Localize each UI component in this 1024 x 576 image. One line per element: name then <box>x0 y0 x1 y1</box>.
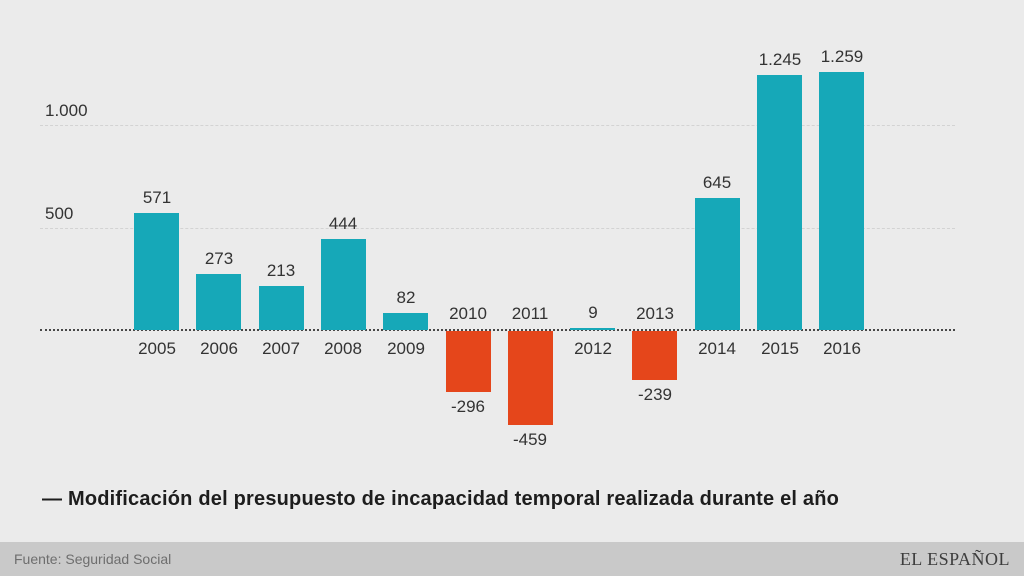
value-label-2013: -239 <box>637 385 673 404</box>
year-label-2010: 2010 <box>449 304 487 323</box>
bar-2006 <box>196 274 241 330</box>
ytick-label-1000: 1.000 <box>45 101 88 120</box>
bar-2012 <box>570 328 615 330</box>
value-label-2012: 9 <box>588 303 598 322</box>
bar-2015 <box>757 75 802 330</box>
year-label-2009: 2009 <box>387 339 425 358</box>
gridline-1000 <box>40 125 955 126</box>
year-label-2005: 2005 <box>138 339 176 358</box>
year-label-2015: 2015 <box>761 339 799 358</box>
year-label-2011: 2011 <box>511 304 549 323</box>
year-label-2008: 2008 <box>324 339 362 358</box>
year-label-2007: 2007 <box>262 339 300 358</box>
bar-2013 <box>632 331 677 380</box>
bar-2008 <box>321 239 366 330</box>
value-label-2005: 571 <box>142 188 172 207</box>
year-label-2013: 2013 <box>636 304 674 323</box>
ytick-label-500: 500 <box>45 204 74 223</box>
value-label-2007: 213 <box>266 261 296 280</box>
bar-2005 <box>134 213 179 330</box>
bar-2007 <box>259 286 304 330</box>
footer-bar: Fuente: Seguridad Social EL ESPAÑOL <box>0 542 1024 576</box>
value-label-2014: 645 <box>702 173 732 192</box>
bar-2016 <box>819 72 864 330</box>
value-label-2008: 444 <box>328 214 358 233</box>
value-label-2009: 82 <box>396 288 416 307</box>
value-label-2006: 273 <box>204 249 234 268</box>
year-label-2014: 2014 <box>698 339 736 358</box>
gridline-500 <box>40 228 955 229</box>
bar-2009 <box>383 313 428 330</box>
chart-title: — Modificación del presupuesto de incapa… <box>42 488 840 510</box>
bar-2011 <box>508 331 553 425</box>
bar-2010 <box>446 331 491 392</box>
value-label-2016: 1.259 <box>820 47 864 66</box>
value-label-2010: -296 <box>450 397 486 416</box>
value-label-2011: -459 <box>512 430 548 449</box>
year-label-2006: 2006 <box>200 339 238 358</box>
year-label-2016: 2016 <box>823 339 861 358</box>
bar-2014 <box>695 198 740 330</box>
brand-logo: EL ESPAÑOL <box>899 548 1010 569</box>
source-label: Fuente: Seguridad Social <box>14 551 172 567</box>
year-label-2012: 2012 <box>574 339 612 358</box>
value-label-2015: 1.245 <box>758 50 802 69</box>
zero-baseline <box>40 329 955 331</box>
